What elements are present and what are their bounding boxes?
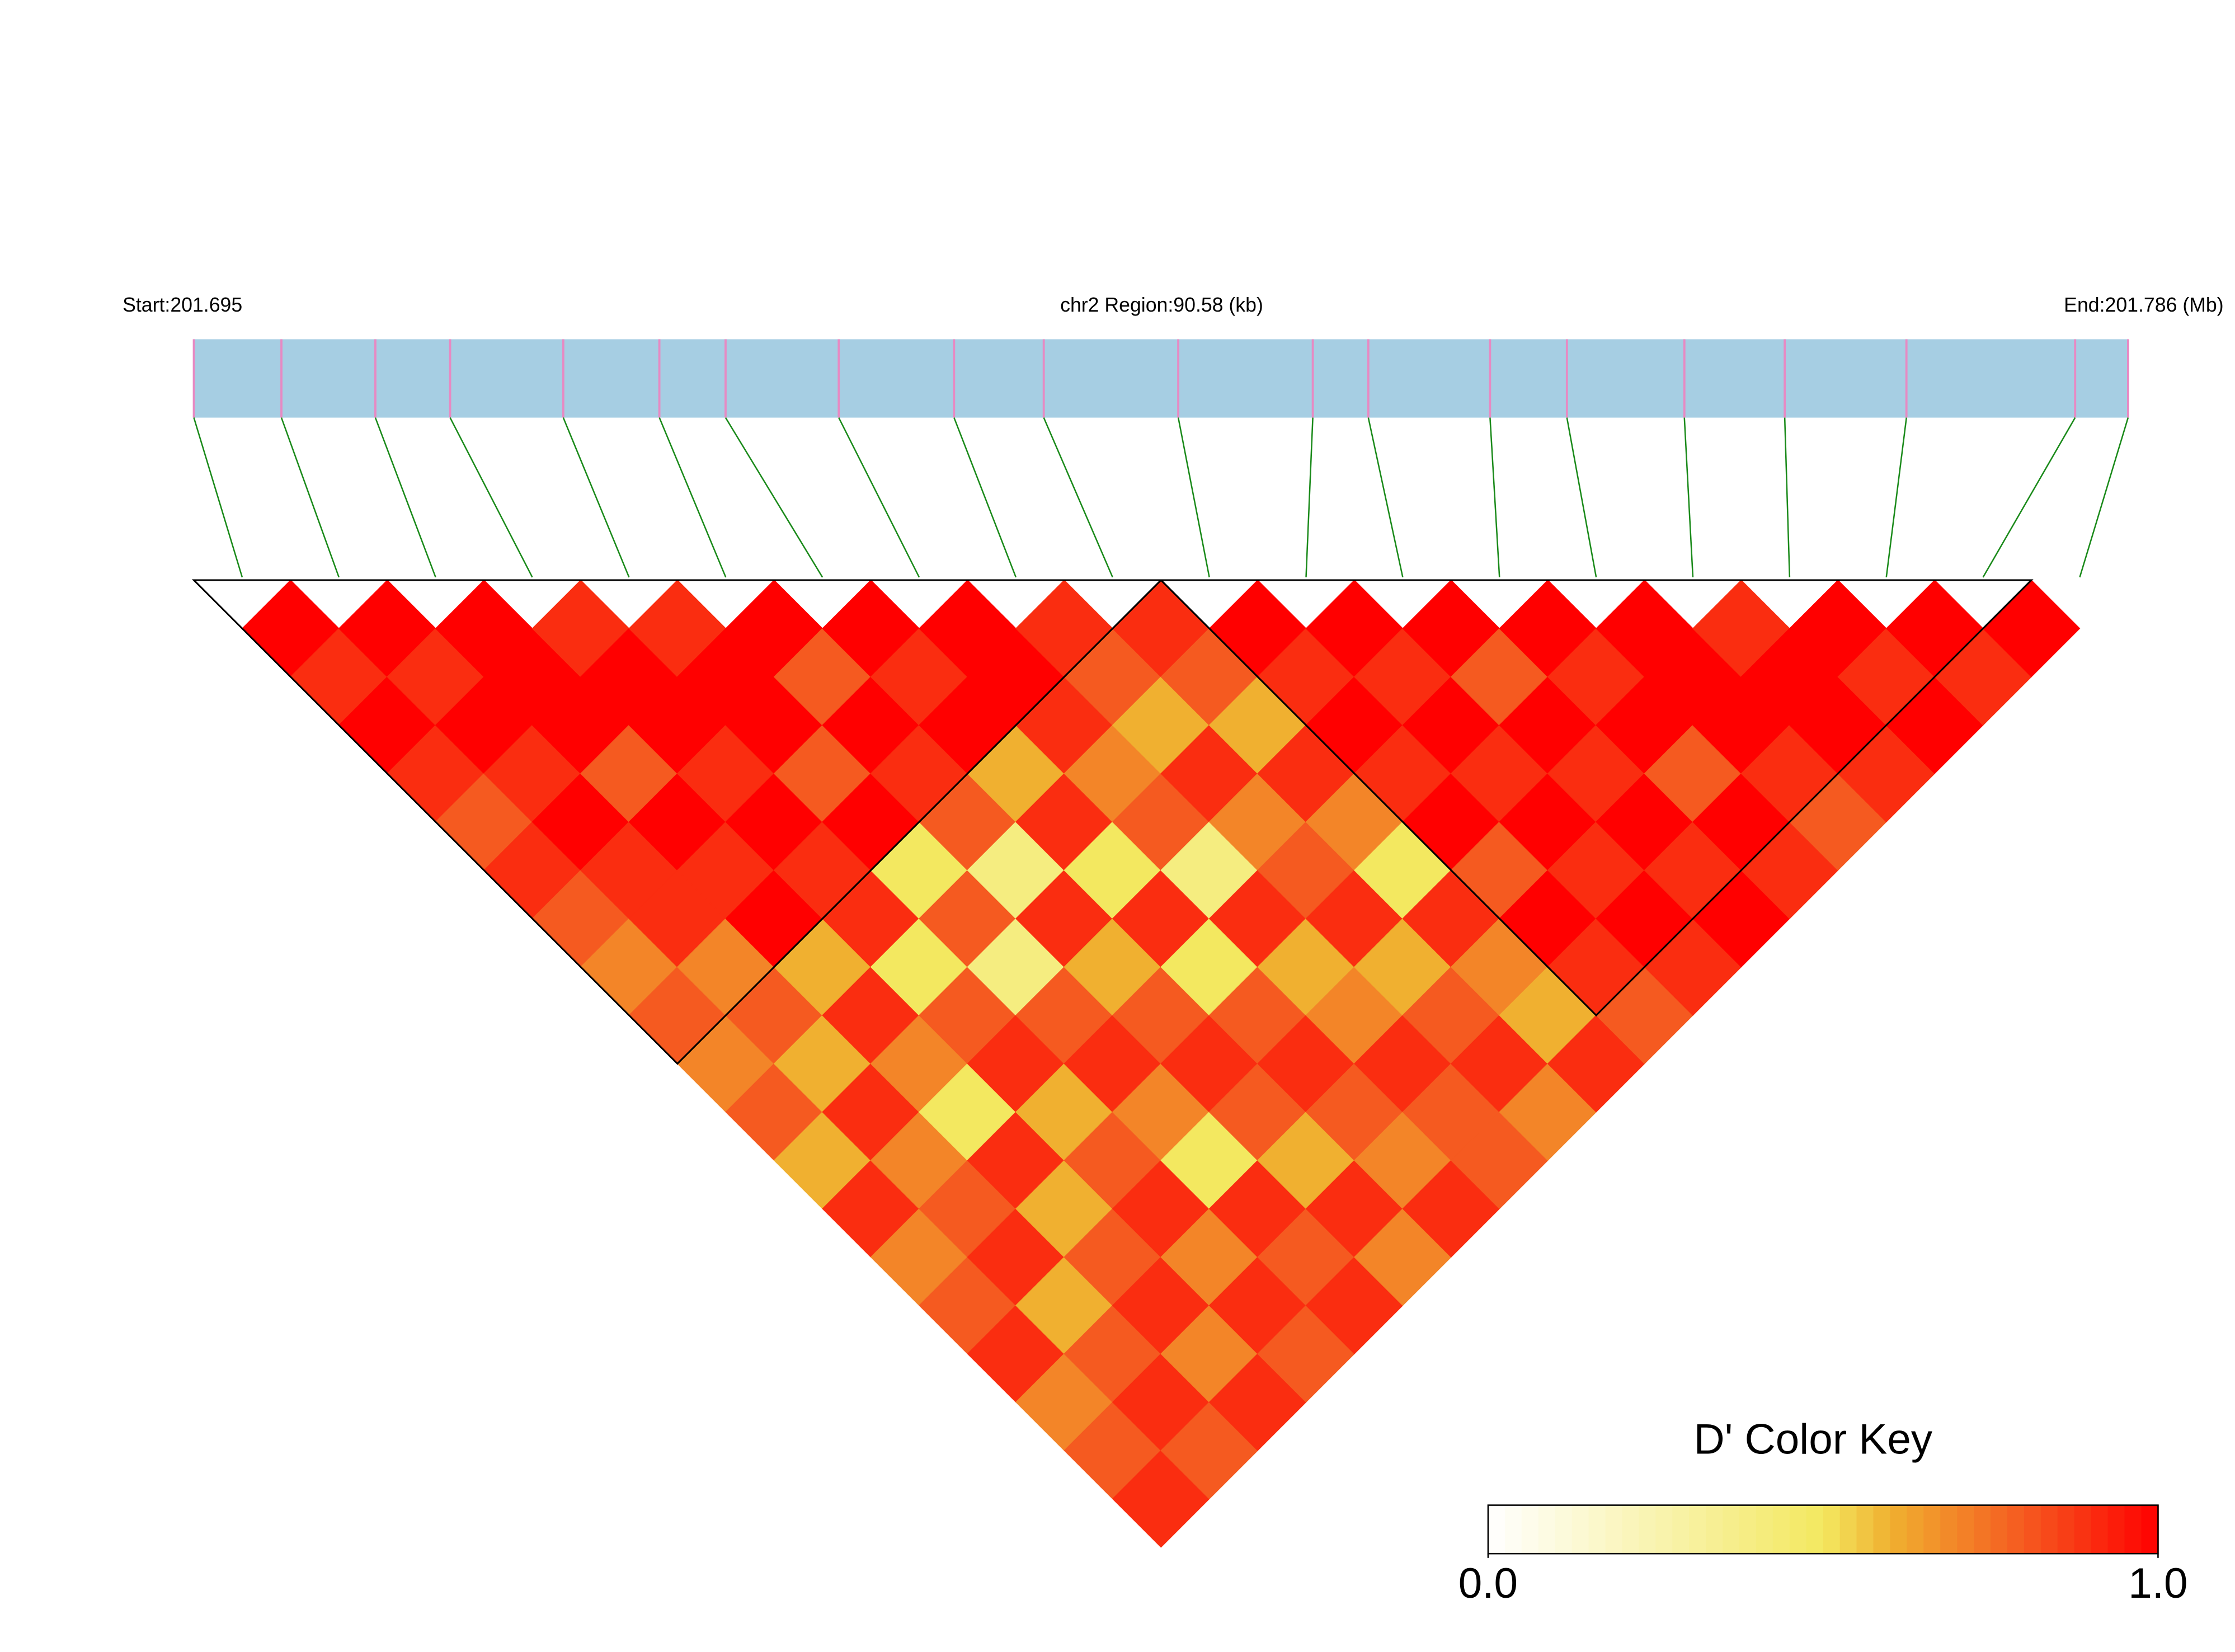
colorbar-step (1806, 1505, 1824, 1554)
colorbar-frame (1487, 1504, 2159, 1555)
colorbar-step (1957, 1505, 1975, 1554)
colorbar-step (1706, 1505, 1724, 1554)
colorbar-tick-label: 1.0 (2128, 1560, 2187, 1607)
colorbar-step (1890, 1505, 1908, 1554)
colorbar-step (1538, 1505, 1556, 1554)
snp-link (1489, 417, 1500, 577)
colorbar-step (1689, 1505, 1707, 1554)
snp-link (562, 417, 630, 578)
snp-link (449, 417, 533, 578)
colorbar-step (1856, 1505, 1874, 1554)
colorbar-step (2091, 1505, 2109, 1554)
colorbar-step (1555, 1505, 1573, 1554)
snp-link (1043, 417, 1113, 578)
colorbar-step (1521, 1505, 1540, 1554)
colorbar-step (1605, 1505, 1623, 1554)
position-bar (194, 339, 2128, 418)
colorbar-step (1789, 1505, 1808, 1554)
colorbar-step (1672, 1505, 1690, 1554)
snp-link (1367, 417, 1404, 578)
colorbar-step (1873, 1505, 1891, 1554)
colorbar-step (1991, 1505, 2008, 1554)
ld-block (1159, 579, 2034, 1017)
snp-link (193, 417, 243, 578)
snp-link (1885, 417, 1907, 578)
colorbar-step (1739, 1505, 1757, 1554)
colorbar-step (1588, 1505, 1606, 1554)
colorbar-step (1723, 1505, 1740, 1554)
colorbar-step (2074, 1505, 2092, 1554)
colorbar-step (1923, 1505, 1941, 1554)
snp-link (2079, 417, 2129, 578)
snp-link (658, 417, 727, 578)
snp-link (280, 417, 340, 578)
colorbar-step (2057, 1505, 2076, 1554)
colorbar-step (1655, 1505, 1673, 1554)
snp-link (1566, 417, 1597, 578)
snp-link (1683, 417, 1694, 577)
colorbar-step (2024, 1505, 2042, 1554)
colorbar-step (1907, 1505, 1925, 1554)
colorbar-step (1639, 1505, 1657, 1554)
colorbar-step (2124, 1505, 2142, 1554)
colorbar-step (1940, 1505, 1958, 1554)
colorbar-step (1823, 1505, 1841, 1554)
colorbar-step (2007, 1505, 2025, 1554)
snp-link (953, 417, 1017, 578)
colorbar-step (2107, 1505, 2125, 1554)
colorbar-step (2040, 1505, 2059, 1554)
snp-link (1982, 417, 2076, 578)
end-label: End:201.786 (Mb) (2064, 294, 2223, 316)
snp-link (1305, 417, 1314, 577)
snp-link (1784, 417, 1791, 577)
snp-link (1177, 417, 1210, 578)
snp-link (724, 417, 824, 578)
colorbar-step (1571, 1505, 1589, 1554)
colorbar-step (2141, 1505, 2159, 1554)
colorbar-tick-label: 0.0 (1458, 1560, 1518, 1607)
snp-link (838, 417, 920, 578)
colorbar-step (1622, 1505, 1640, 1554)
colorbar-step (1504, 1505, 1523, 1554)
colorbar-step (1756, 1505, 1774, 1554)
snp-link (374, 417, 436, 578)
colorbar-step (1772, 1505, 1791, 1554)
colorbar-title: D' Color Key (1694, 1416, 1933, 1463)
start-label: Start:201.695 (123, 294, 242, 316)
ld-block (191, 579, 1163, 1065)
region-label: chr2 Region:90.58 (kb) (1060, 294, 1263, 316)
colorbar-step (1974, 1505, 1992, 1554)
colorbar-step (1839, 1505, 1857, 1554)
colorbar-step (1488, 1505, 1506, 1554)
